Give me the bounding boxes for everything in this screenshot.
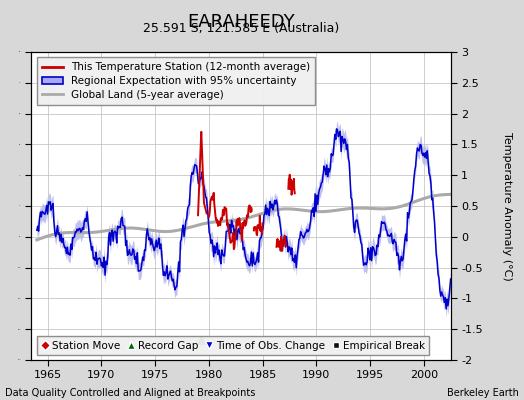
Title: EARAHEEDY: EARAHEEDY: [187, 13, 295, 31]
Text: Berkeley Earth: Berkeley Earth: [447, 388, 519, 398]
Text: 25.591 S, 121.585 E (Australia): 25.591 S, 121.585 E (Australia): [143, 22, 339, 35]
Y-axis label: Temperature Anomaly (°C): Temperature Anomaly (°C): [502, 132, 512, 280]
Text: Data Quality Controlled and Aligned at Breakpoints: Data Quality Controlled and Aligned at B…: [5, 388, 256, 398]
Legend: Station Move, Record Gap, Time of Obs. Change, Empirical Break: Station Move, Record Gap, Time of Obs. C…: [37, 336, 429, 355]
